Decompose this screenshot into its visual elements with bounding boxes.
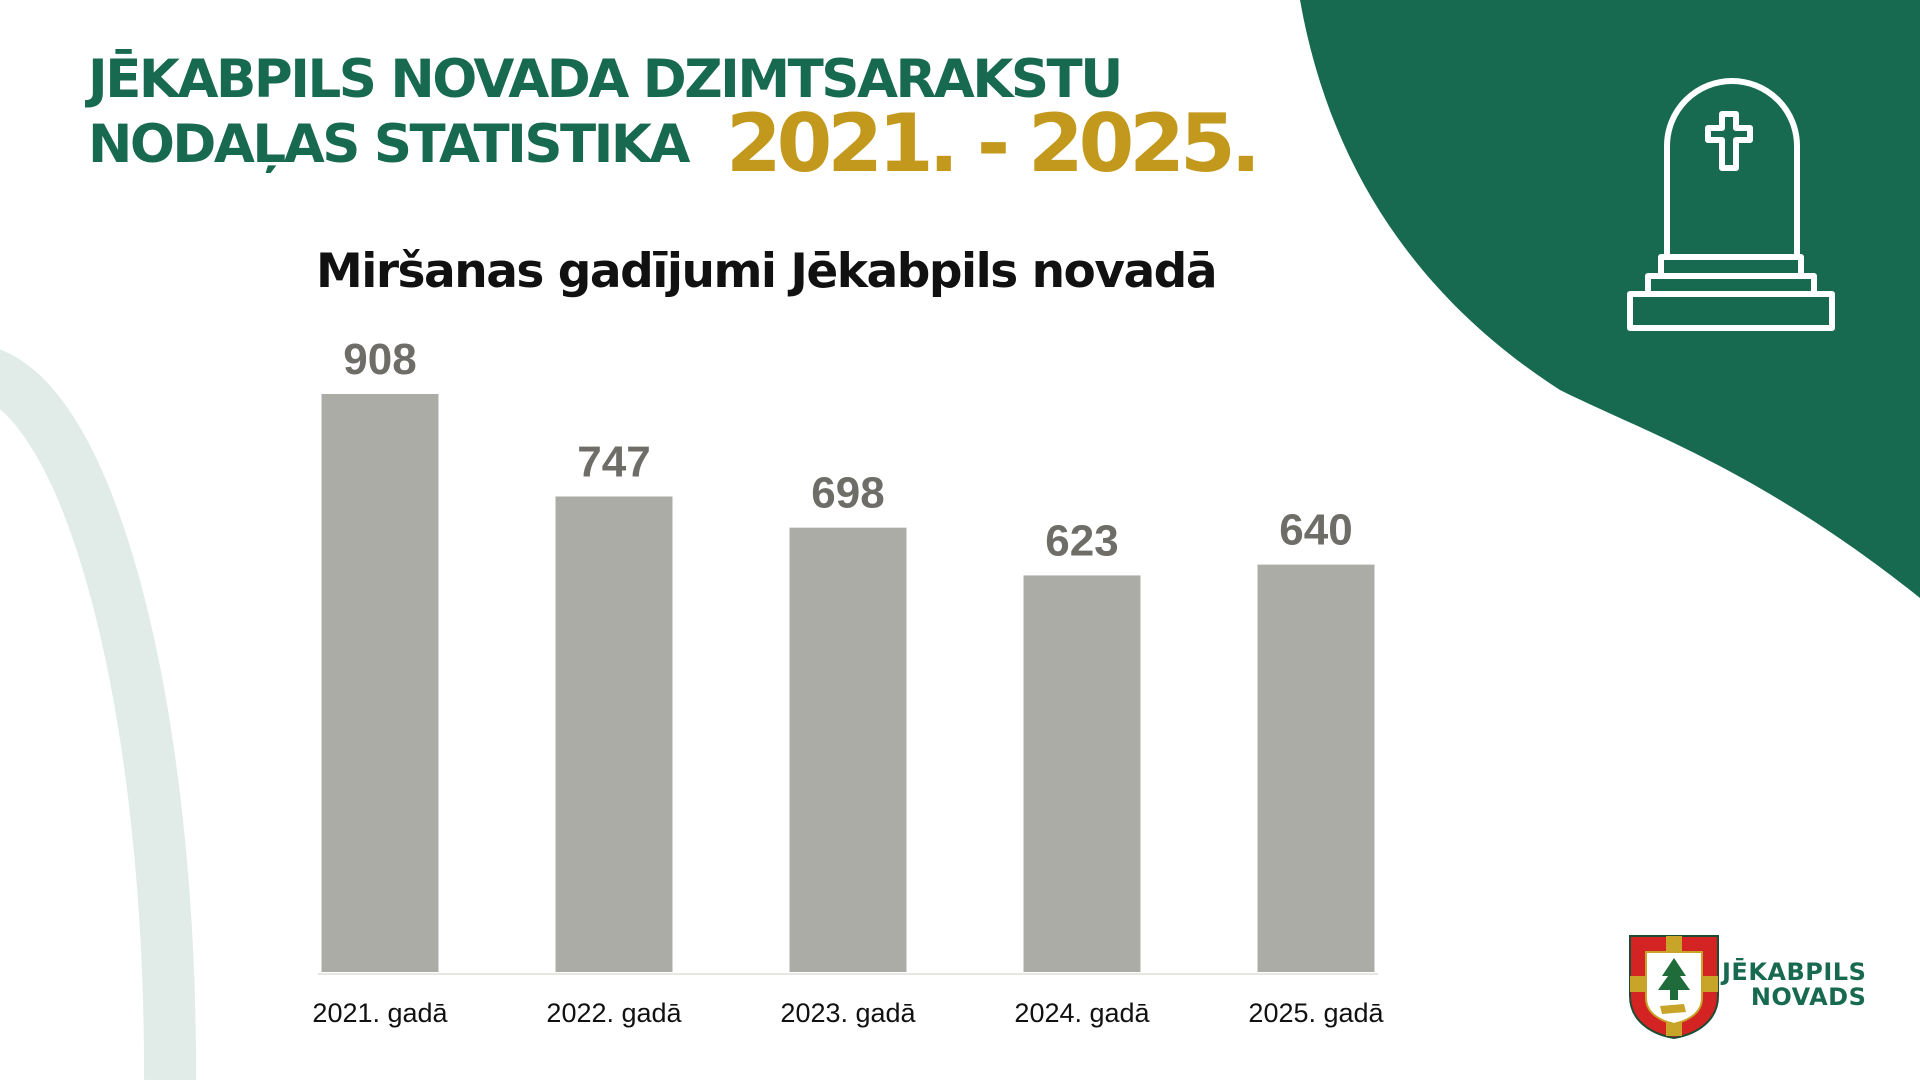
page-title-line1: JĒKABPILS NOVADA DZIMTSARAKSTU <box>88 49 1123 110</box>
bar-3 <box>789 527 907 972</box>
page-title-line2: NODAĻAS STATISTIKA <box>88 114 690 175</box>
bar-value-label: 698 <box>811 469 884 518</box>
x-tick-label: 2025. gadā <box>1248 998 1384 1028</box>
year-range: 2021. - 2025. <box>726 97 1261 190</box>
bar-5 <box>1257 564 1375 972</box>
bar-2 <box>555 496 673 972</box>
corner-green-shape <box>1300 0 1920 598</box>
x-tick-label: 2024. gadā <box>1014 998 1150 1028</box>
logo-text: JĒKABPILS NOVADS <box>1722 958 1867 1012</box>
bar-4 <box>1023 575 1141 972</box>
left-arc <box>0 349 197 1080</box>
bar-value-label: 623 <box>1045 516 1118 565</box>
chart-title: Miršanas gadījumi Jēkabpils novadā <box>316 244 1218 299</box>
bar-value-label: 747 <box>577 437 650 486</box>
x-tick-label: 2021. gadā <box>312 998 448 1028</box>
x-tick-label: 2023. gadā <box>780 998 916 1028</box>
logo-text-line1: JĒKABPILS <box>1722 958 1867 986</box>
bar-value-label: 640 <box>1279 506 1352 555</box>
coat-of-arms-logo <box>1629 935 1719 1040</box>
logo-text-line2: NOVADS <box>1750 983 1867 1012</box>
bar-1 <box>321 394 439 972</box>
x-tick-label: 2022. gadā <box>546 998 682 1028</box>
bar-value-label: 908 <box>343 335 416 384</box>
